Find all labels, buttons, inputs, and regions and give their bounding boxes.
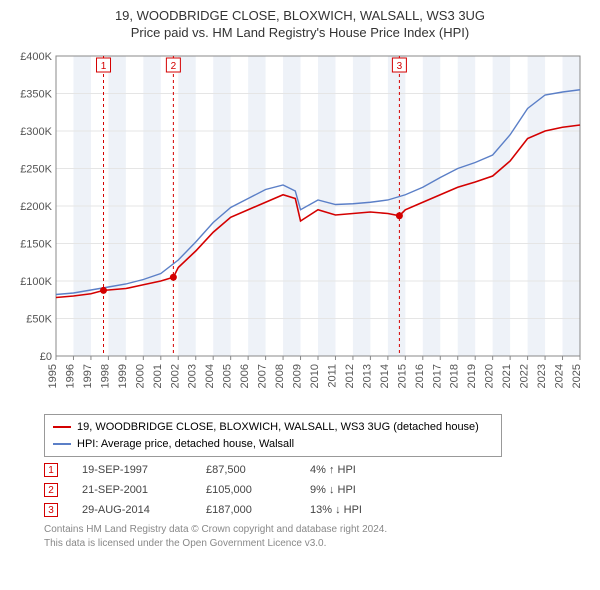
svg-text:1998: 1998	[99, 364, 111, 388]
footer-line-1: Contains HM Land Registry data © Crown c…	[44, 523, 590, 537]
sale-marker: 3	[44, 503, 58, 517]
svg-text:£200K: £200K	[20, 201, 52, 213]
svg-text:2018: 2018	[449, 364, 461, 388]
svg-text:2025: 2025	[571, 364, 583, 388]
svg-text:2024: 2024	[554, 364, 566, 388]
chart-area: £0 £50K £100K £150K £200K £250K £300K £350K £400…	[10, 46, 590, 406]
sale-row: 3 29-AUG-2014 £187,000 13% ↓ HPI	[44, 503, 590, 517]
legend-label: 19, WOODBRIDGE CLOSE, BLOXWICH, WALSALL,…	[77, 419, 479, 436]
legend-swatch	[53, 426, 71, 428]
sale-date: 29-AUG-2014	[82, 504, 182, 516]
svg-text:1996: 1996	[64, 364, 76, 388]
sale-row: 1 19-SEP-1997 £87,500 4% ↑ HPI	[44, 463, 590, 477]
svg-text:2017: 2017	[431, 364, 443, 388]
chart-title: 19, WOODBRIDGE CLOSE, BLOXWICH, WALSALL,…	[10, 8, 590, 23]
sale-date: 19-SEP-1997	[82, 464, 182, 476]
svg-text:2011: 2011	[326, 364, 338, 388]
svg-text:2009: 2009	[292, 364, 304, 388]
legend-label: HPI: Average price, detached house, Wals…	[77, 436, 294, 453]
svg-text:£300K: £300K	[20, 126, 52, 138]
svg-text:2019: 2019	[466, 364, 478, 388]
svg-text:£0: £0	[40, 351, 52, 363]
legend-item: HPI: Average price, detached house, Wals…	[53, 436, 493, 453]
svg-text:1997: 1997	[82, 364, 94, 388]
sale-hpi: 9% ↓ HPI	[310, 484, 410, 496]
svg-text:2014: 2014	[379, 364, 391, 388]
sale-price: £105,000	[206, 484, 286, 496]
chart-subtitle: Price paid vs. HM Land Registry's House …	[10, 25, 590, 40]
svg-text:2010: 2010	[309, 364, 321, 388]
svg-text:3: 3	[397, 61, 403, 72]
svg-text:£250K: £250K	[20, 164, 52, 176]
svg-text:1995: 1995	[47, 364, 59, 388]
svg-text:2007: 2007	[257, 364, 269, 388]
svg-text:2013: 2013	[361, 364, 373, 388]
svg-text:£50K: £50K	[26, 314, 52, 326]
sales-table: 1 19-SEP-1997 £87,500 4% ↑ HPI 2 21-SEP-2001 £…	[44, 463, 590, 517]
svg-text:2004: 2004	[204, 364, 216, 388]
sale-row: 2 21-SEP-2001 £105,000 9% ↓ HPI	[44, 483, 590, 497]
sale-price: £87,500	[206, 464, 286, 476]
svg-text:2005: 2005	[222, 364, 234, 388]
svg-text:2006: 2006	[239, 364, 251, 388]
svg-text:2: 2	[171, 61, 177, 72]
svg-text:2023: 2023	[536, 364, 548, 388]
svg-text:2021: 2021	[501, 364, 513, 388]
legend-swatch	[53, 443, 71, 445]
footer-attribution: Contains HM Land Registry data © Crown c…	[44, 523, 590, 551]
sale-date: 21-SEP-2001	[82, 484, 182, 496]
svg-text:2000: 2000	[134, 364, 146, 388]
svg-text:£150K: £150K	[20, 239, 52, 251]
sale-marker: 1	[44, 463, 58, 477]
svg-text:£350K: £350K	[20, 89, 52, 101]
sale-marker: 2	[44, 483, 58, 497]
svg-text:£400K: £400K	[20, 51, 52, 63]
svg-text:2002: 2002	[169, 364, 181, 388]
svg-text:2003: 2003	[187, 364, 199, 388]
legend: 19, WOODBRIDGE CLOSE, BLOXWICH, WALSALL,…	[44, 414, 502, 457]
svg-text:2012: 2012	[344, 364, 356, 388]
svg-text:2016: 2016	[414, 364, 426, 388]
svg-text:1: 1	[101, 61, 107, 72]
svg-text:2015: 2015	[396, 364, 408, 388]
sale-hpi: 13% ↓ HPI	[310, 504, 410, 516]
line-chart: £0 £50K £100K £150K £200K £250K £300K £350K £400…	[10, 46, 590, 406]
footer-line-2: This data is licensed under the Open Gov…	[44, 537, 590, 551]
sale-price: £187,000	[206, 504, 286, 516]
svg-text:2022: 2022	[519, 364, 531, 388]
sale-hpi: 4% ↑ HPI	[310, 464, 410, 476]
svg-text:2008: 2008	[274, 364, 286, 388]
svg-text:1999: 1999	[117, 364, 129, 388]
svg-text:£100K: £100K	[20, 276, 52, 288]
legend-item: 19, WOODBRIDGE CLOSE, BLOXWICH, WALSALL,…	[53, 419, 493, 436]
svg-text:2001: 2001	[152, 364, 164, 388]
chart-container: 19, WOODBRIDGE CLOSE, BLOXWICH, WALSALL,…	[0, 0, 600, 561]
svg-text:2020: 2020	[484, 364, 496, 388]
